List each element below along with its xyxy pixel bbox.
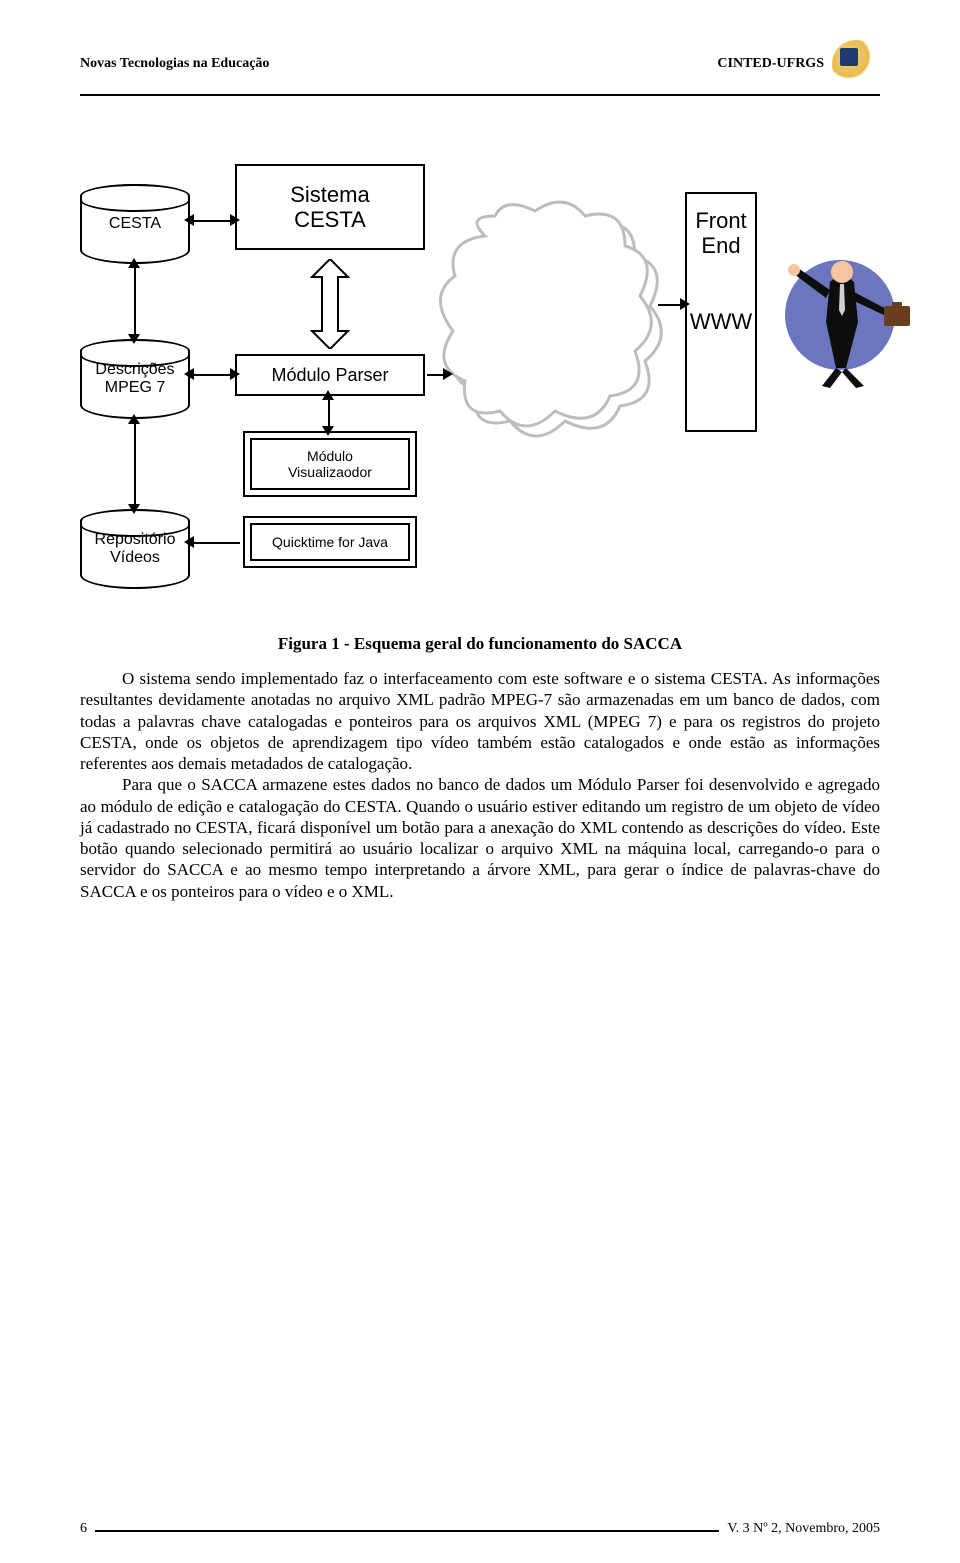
arrowhead-down-icon (322, 426, 334, 436)
arrowhead-left-icon (184, 536, 194, 548)
figure-caption: Figura 1 - Esquema geral do funcionament… (80, 634, 880, 654)
box-sistema-cesta-label: Sistema CESTA (290, 182, 369, 233)
arrowhead-left-icon (184, 214, 194, 226)
bidirectional-arrow-icon (310, 259, 350, 319)
arrowhead-up-icon (128, 414, 140, 424)
arrowhead-up-icon (322, 390, 334, 400)
arrowhead-down-icon (128, 334, 140, 344)
paragraph-1: O sistema sendo implementado faz o inter… (80, 668, 880, 774)
connector (192, 542, 240, 544)
cloud-front-icon (435, 196, 645, 406)
user-clipart-icon (780, 240, 920, 380)
header-right-text: CINTED-UFRGS (717, 56, 824, 72)
footer-page-number: 6 (80, 1521, 87, 1537)
header-right: CINTED-UFRGS (717, 40, 880, 88)
header-rule (80, 94, 880, 96)
header-left: Novas Tecnologias na Educação (80, 56, 269, 72)
page: Novas Tecnologias na Educação CINTED-UFR… (0, 0, 960, 1563)
arrowhead-up-icon (128, 258, 140, 268)
db-cesta: CESTA (80, 184, 190, 264)
architecture-diagram: CESTA Descrições MPEG 7 Repositório Víde… (80, 124, 880, 614)
db-cesta-label: CESTA (109, 215, 161, 233)
front-end-label: Front End (695, 208, 746, 259)
box-quicktime: Quicktime for Java (250, 523, 410, 561)
paragraph-2: Para que o SACCA armazene estes dados no… (80, 774, 880, 902)
arrowhead-right-icon (230, 214, 240, 226)
arrowhead-right-icon (680, 298, 690, 310)
box-front-end: Front End WWW (685, 192, 757, 432)
connector (134, 422, 136, 506)
db-descricoes-label: Descrições MPEG 7 (88, 361, 182, 396)
org-logo-icon (832, 40, 880, 88)
arrowhead-down-icon (128, 504, 140, 514)
connector (134, 266, 136, 336)
box-modulo-visualizador-label: Módulo Visualizaodor (288, 448, 372, 480)
db-repositorio-videos: Repositório Vídeos (80, 509, 190, 589)
box-modulo-parser-label: Módulo Parser (271, 365, 388, 386)
box-modulo-visualizador: Módulo Visualizaodor (250, 438, 410, 490)
arrowhead-left-icon (184, 368, 194, 380)
arrowhead-right-icon (230, 368, 240, 380)
footer-issue: V. 3 Nº 2, Novembro, 2005 (727, 1521, 880, 1537)
box-sistema-cesta: Sistema CESTA (235, 164, 425, 250)
www-label: WWW (690, 309, 752, 334)
connector (658, 304, 682, 306)
page-header: Novas Tecnologias na Educação CINTED-UFR… (80, 40, 880, 88)
connector (192, 374, 232, 376)
box-quicktime-label: Quicktime for Java (272, 534, 388, 550)
arrowhead-right-icon (443, 368, 453, 380)
connector (328, 398, 330, 428)
page-footer: 6 V. 3 Nº 2, Novembro, 2005 (80, 1521, 880, 1537)
footer-rule (95, 1530, 719, 1532)
connector (192, 220, 232, 222)
db-repositorio-label: Repositório Vídeos (88, 531, 182, 566)
db-descricoes-mpeg7: Descrições MPEG 7 (80, 339, 190, 419)
